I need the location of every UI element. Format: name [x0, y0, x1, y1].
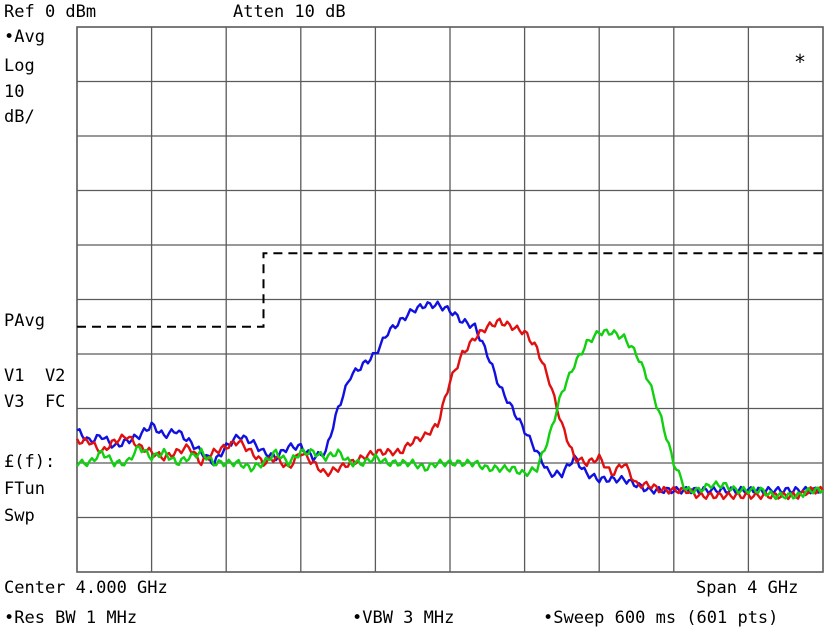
ref-level-label: Ref 0 dBm — [4, 2, 97, 22]
function-label: £(f): — [4, 452, 56, 472]
sweep-mode-label: Swp — [4, 506, 35, 526]
scale-type-label: Log — [4, 56, 35, 76]
power-avg-label: PAvg — [4, 311, 45, 331]
scale-value-label: 10 — [4, 82, 25, 102]
limit-line-path — [77, 252, 823, 328]
v-markers-line1: V1 V2 — [4, 366, 66, 386]
marker-asterisk: * — [794, 50, 807, 74]
res-bw-label: •Res BW 1 MHz — [4, 608, 138, 628]
attenuation-label: Atten 10 dB — [233, 2, 346, 22]
trace-3 — [76, 328, 824, 501]
trace-2 — [75, 317, 824, 501]
sweep-label: •Sweep 600 ms (601 pts) — [543, 608, 779, 628]
scale-unit-label: dB/ — [4, 107, 35, 127]
limit-line — [77, 252, 823, 328]
trace-group — [75, 300, 824, 501]
graticule — [76, 26, 824, 573]
detector-label: •Avg — [4, 27, 45, 47]
v-markers-line2: V3 FC — [4, 392, 66, 412]
ftun-label: FTun — [4, 479, 45, 499]
trace-1 — [76, 300, 824, 495]
vbw-label: •VBW 3 MHz — [352, 608, 455, 628]
span-label: Span 4 GHz — [696, 578, 799, 598]
center-frequency-label: Center 4.000 GHz — [4, 578, 168, 598]
